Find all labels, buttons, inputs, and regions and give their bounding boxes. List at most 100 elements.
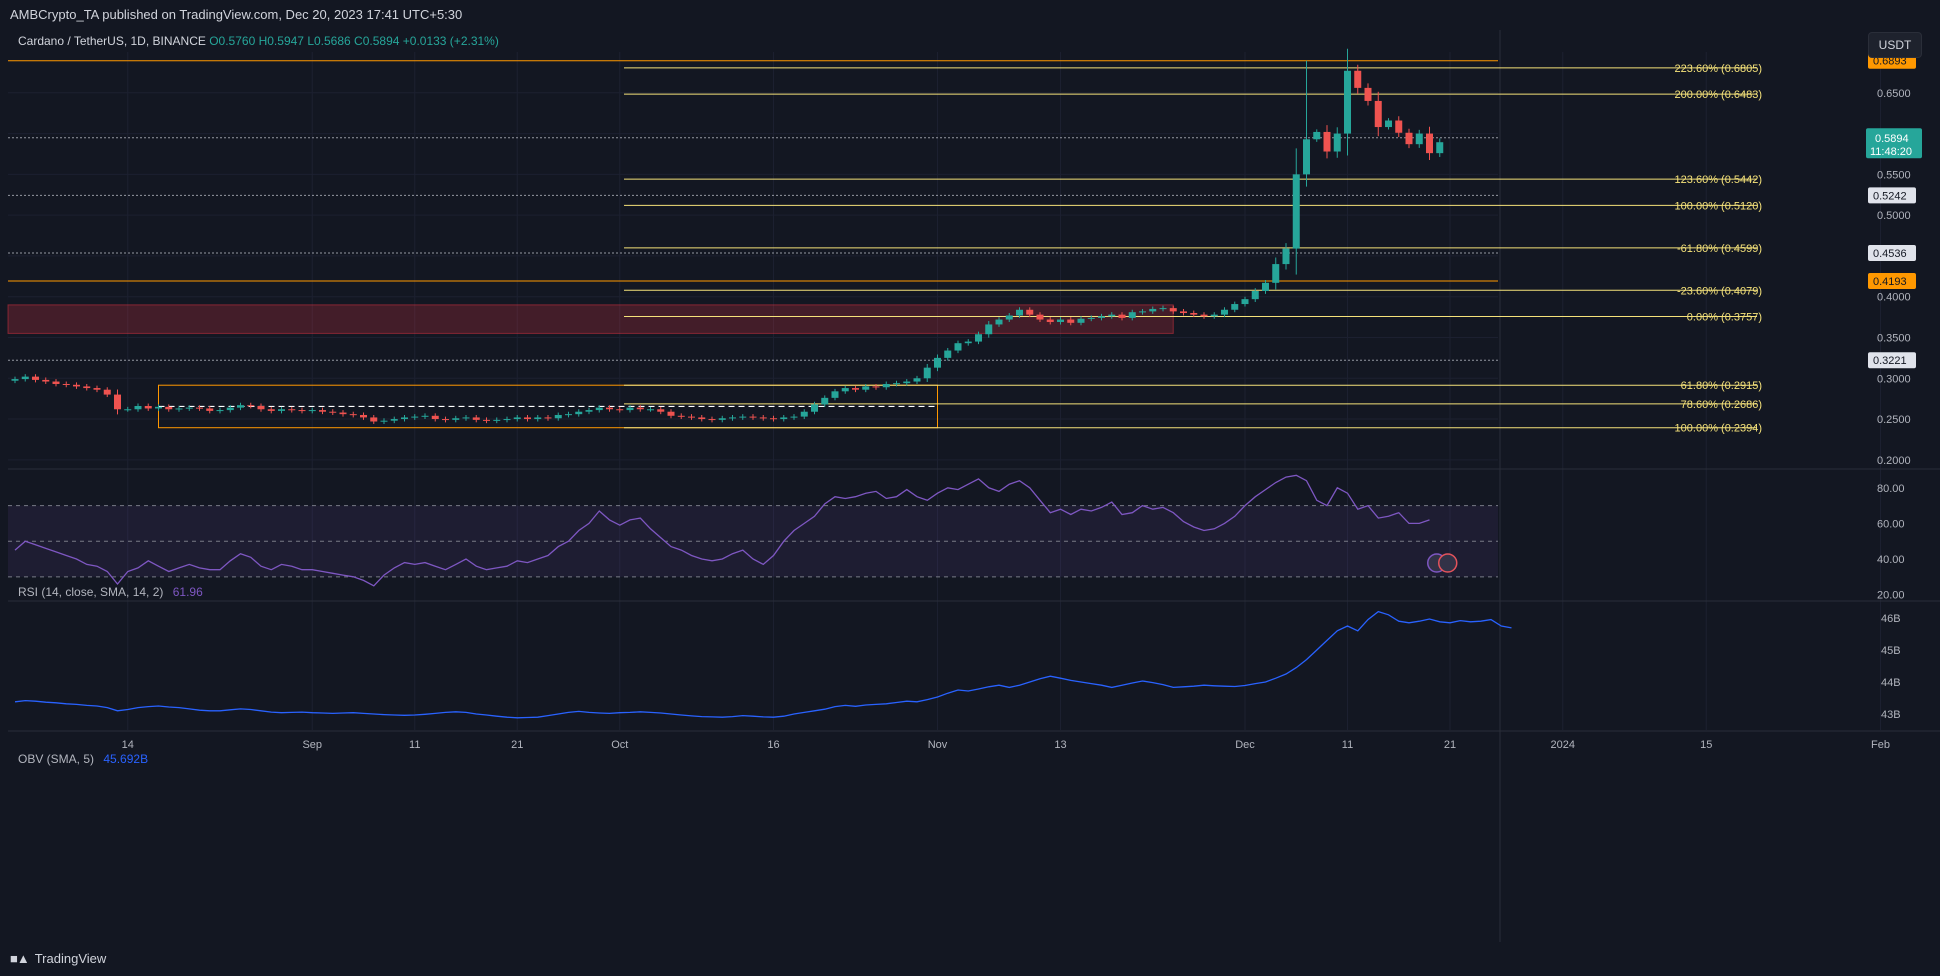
candle-body	[964, 341, 972, 344]
candle-body	[759, 417, 767, 419]
candle-body	[349, 414, 357, 416]
ohlc-high: H0.5947	[258, 34, 304, 48]
candle-body	[93, 388, 101, 390]
candle-body	[73, 384, 80, 387]
candle-body	[298, 410, 306, 412]
candle-body	[206, 408, 214, 411]
candle-body	[1354, 70, 1362, 88]
price-axis-tick-label: 0.2000	[1877, 455, 1911, 467]
candle-body	[1303, 139, 1310, 175]
candle-body	[288, 409, 296, 411]
ohlc-low: L0.5686	[307, 34, 351, 48]
price-level-tag-label: 0.4536	[1873, 248, 1907, 260]
fib-level-label: 223.60% (0.6805)	[1675, 63, 1762, 75]
candle-body	[606, 407, 613, 410]
chart-frame[interactable]	[8, 30, 1939, 942]
time-axis-tick-label: Nov	[928, 739, 948, 751]
rsi-line	[14, 474, 1430, 587]
price-axis-tick-label: 0.2500	[1877, 414, 1911, 426]
rsi-legend[interactable]: RSI (14, close, SMA, 14, 2) 61.96	[18, 585, 203, 599]
rsi-axis-tick-label: 80.00	[1877, 483, 1905, 495]
candle-body	[1159, 308, 1167, 310]
obv-legend[interactable]: OBV (SMA, 5) 45.692B	[18, 752, 148, 766]
candle-body	[1221, 309, 1228, 315]
candle-body	[21, 376, 29, 380]
candle-body	[360, 414, 367, 418]
candle-body	[554, 414, 562, 419]
symbol-name[interactable]: Cardano / TetherUS, 1D, BINANCE	[18, 34, 206, 48]
candle-body	[472, 417, 480, 420]
candle-body	[544, 417, 552, 419]
price-axis-tick-label: 0.3500	[1877, 332, 1911, 344]
candle-body	[616, 409, 624, 411]
candle-body	[893, 383, 900, 385]
candle-body	[647, 409, 654, 411]
candle-body	[1026, 309, 1034, 315]
candle-body	[841, 388, 849, 392]
candle-body	[1098, 316, 1105, 318]
candle-body	[144, 406, 152, 409]
candle-body	[1180, 311, 1187, 314]
candle-body	[196, 407, 203, 409]
fib-level-label: 78.60% (0.2686)	[1681, 399, 1762, 411]
candle-body	[575, 411, 583, 415]
candle-body	[677, 415, 685, 417]
obv-legend-value: 45.692B	[103, 752, 149, 766]
time-axis-tick-label: 13	[1054, 739, 1066, 751]
candle-body	[442, 419, 449, 421]
candle-body	[985, 324, 993, 335]
tradingview-brand[interactable]: ■▲ TradingView	[10, 951, 106, 966]
candle-body	[780, 417, 788, 420]
fib-level-label: 0.00% (0.3757)	[1687, 312, 1762, 324]
candle-body	[831, 391, 839, 398]
candle-body	[595, 407, 603, 411]
candle-body	[923, 367, 931, 379]
price-level-tag	[1868, 352, 1916, 369]
candle-body	[1046, 319, 1054, 322]
fib-level-label: 61.80% (0.2915)	[1681, 380, 1762, 392]
candle-body	[1385, 120, 1392, 128]
candle-body	[329, 411, 337, 413]
time-axis-tick-label: 11	[1342, 739, 1353, 751]
candle-body	[1313, 131, 1321, 140]
candle-body	[1405, 132, 1413, 145]
candle-body	[585, 410, 593, 412]
candle-body	[718, 418, 726, 420]
time-axis-tick-label: 11	[409, 739, 420, 751]
price-axis-tick-label: 0.5500	[1877, 169, 1911, 181]
candle-body	[1077, 318, 1085, 323]
candle-body	[1005, 315, 1013, 320]
time-axis-tick-label: 21	[511, 739, 523, 751]
tradingview-brand-label: TradingView	[34, 951, 107, 966]
candle-body	[1139, 311, 1146, 313]
rsi-legend-value: 61.96	[172, 585, 203, 599]
fib-level-label: 123.60% (0.5442)	[1675, 174, 1762, 186]
rsi-legend-label: RSI (14, close, SMA, 14, 2)	[18, 585, 164, 599]
price-level-tag-label: 0.5242	[1873, 190, 1907, 202]
candle-body	[247, 405, 255, 407]
candle-body	[872, 386, 880, 388]
candle-body	[1200, 314, 1208, 317]
candle-body	[165, 406, 173, 410]
candle-body	[862, 386, 870, 390]
candle-body	[185, 407, 193, 409]
currency-button[interactable]: USDT	[1868, 32, 1922, 58]
candle-body	[524, 417, 531, 420]
price-axis-tick-label: 0.4000	[1877, 292, 1911, 304]
obv-line	[14, 610, 1512, 719]
symbol-legend[interactable]: Cardano / TetherUS, 1D, BINANCE O0.5760 …	[18, 34, 499, 48]
candle-body	[1118, 314, 1126, 318]
candle-countdown-label: 11:48:20	[1870, 146, 1912, 158]
candle-body	[134, 406, 142, 410]
fib-level-label: 200.00% (0.6483)	[1675, 89, 1762, 101]
candle-body	[155, 406, 162, 409]
bottom-bar	[0, 942, 1940, 976]
candle-body	[1364, 87, 1372, 101]
candle-body	[462, 417, 470, 419]
candle-body	[401, 417, 408, 420]
published-line: AMBCrypto_TA published on TradingView.co…	[10, 7, 463, 22]
price-axis-tick-label: 0.3000	[1877, 373, 1911, 385]
candle-body	[62, 383, 70, 385]
candle-body	[698, 417, 706, 420]
